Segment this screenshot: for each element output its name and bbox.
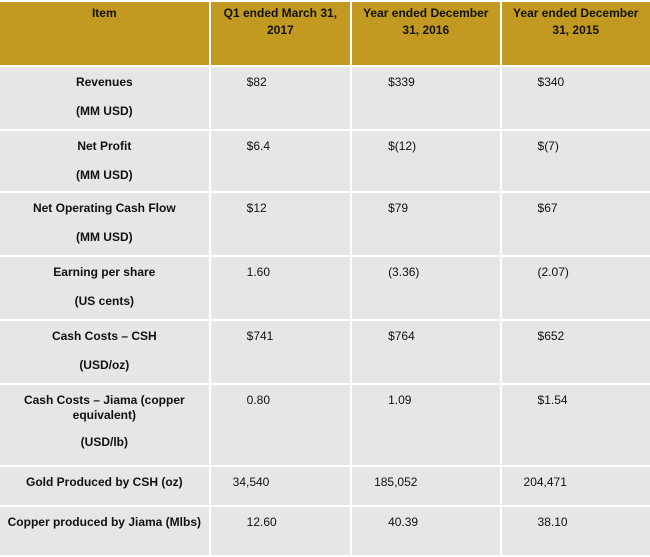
value-cell: $12 (210, 193, 351, 255)
value-cell: 1.09 (352, 385, 500, 465)
value-cell: $340 (501, 67, 650, 129)
column-header-2016: Year ended December 31, 2016 (352, 2, 500, 65)
row-label-cell: Net Operating Cash Flow (MM USD) (0, 193, 209, 255)
row-label-cell: Earning per share (US cents) (0, 257, 209, 319)
value-cell: $(12) (352, 131, 500, 191)
table-row: Net Operating Cash Flow (MM USD) $12 $79… (0, 193, 650, 255)
value-cell: 38.10 (501, 507, 650, 555)
value-cell: 12.60 (210, 507, 351, 555)
row-unit: (MM USD) (75, 104, 133, 118)
row-label-cell: Net Profit (MM USD) (0, 131, 209, 191)
value-cell: $741 (210, 321, 351, 383)
row-label: Copper produced by Jiama (Mlbs) (7, 515, 201, 529)
column-header-q1-2017: Q1 ended March 31, 2017 (210, 2, 351, 65)
row-label: Net Operating Cash Flow (32, 201, 176, 215)
table-row: Net Profit (MM USD) $6.4 $(12) $(7) (0, 131, 650, 191)
value-cell: (2.07) (501, 257, 650, 319)
value-cell: $6.4 (210, 131, 351, 191)
table-row: Cash Costs – Jiama (copper equivalent) (… (0, 385, 650, 465)
value-cell: $79 (352, 193, 500, 255)
value-cell: $67 (501, 193, 650, 255)
value-cell: 34,540 (210, 467, 351, 505)
row-label: Earning per share (53, 265, 156, 279)
column-header-item: Item (0, 2, 209, 65)
value-cell: 204,471 (501, 467, 650, 505)
row-unit: (US cents) (74, 294, 134, 308)
row-unit: (MM USD) (75, 230, 133, 244)
column-header-2015: Year ended December 31, 2015 (501, 2, 650, 65)
value-cell: 40.39 (352, 507, 500, 555)
value-cell: 0.80 (210, 385, 351, 465)
value-cell: 185,052 (352, 467, 500, 505)
row-label: Gold Produced by CSH (oz) (25, 475, 183, 489)
row-unit: (USD/lb) (80, 435, 128, 449)
value-cell: $82 (210, 67, 351, 129)
row-label-cell: Copper produced by Jiama (Mlbs) (0, 507, 209, 555)
row-unit: (USD/oz) (79, 358, 130, 372)
value-cell: $764 (352, 321, 500, 383)
value-cell: (3.36) (352, 257, 500, 319)
row-label: Cash Costs – Jiama (copper equivalent) (23, 393, 185, 422)
value-cell: 1.60 (210, 257, 351, 319)
table-row: Earning per share (US cents) 1.60 (3.36)… (0, 257, 650, 319)
row-label: Cash Costs – CSH (51, 329, 157, 343)
row-label-cell: Cash Costs – Jiama (copper equivalent) (… (0, 385, 209, 465)
row-label: Revenues (75, 75, 133, 89)
row-label-cell: Cash Costs – CSH (USD/oz) (0, 321, 209, 383)
value-cell: $652 (501, 321, 650, 383)
header-row: Item Q1 ended March 31, 2017 Year ended … (0, 2, 650, 65)
table-row: Cash Costs – CSH (USD/oz) $741 $764 $652 (0, 321, 650, 383)
table-row: Gold Produced by CSH (oz) 34,540 185,052… (0, 467, 650, 505)
row-unit: (MM USD) (75, 168, 133, 182)
value-cell: $339 (352, 67, 500, 129)
row-label: Net Profit (77, 139, 132, 153)
value-cell: $(7) (501, 131, 650, 191)
value-cell: $1.54 (501, 385, 650, 465)
table-row: Copper produced by Jiama (Mlbs) 12.60 40… (0, 507, 650, 555)
row-label-cell: Gold Produced by CSH (oz) (0, 467, 209, 505)
table-row: Revenues (MM USD) $82 $339 $340 (0, 67, 650, 129)
row-label-cell: Revenues (MM USD) (0, 67, 209, 129)
